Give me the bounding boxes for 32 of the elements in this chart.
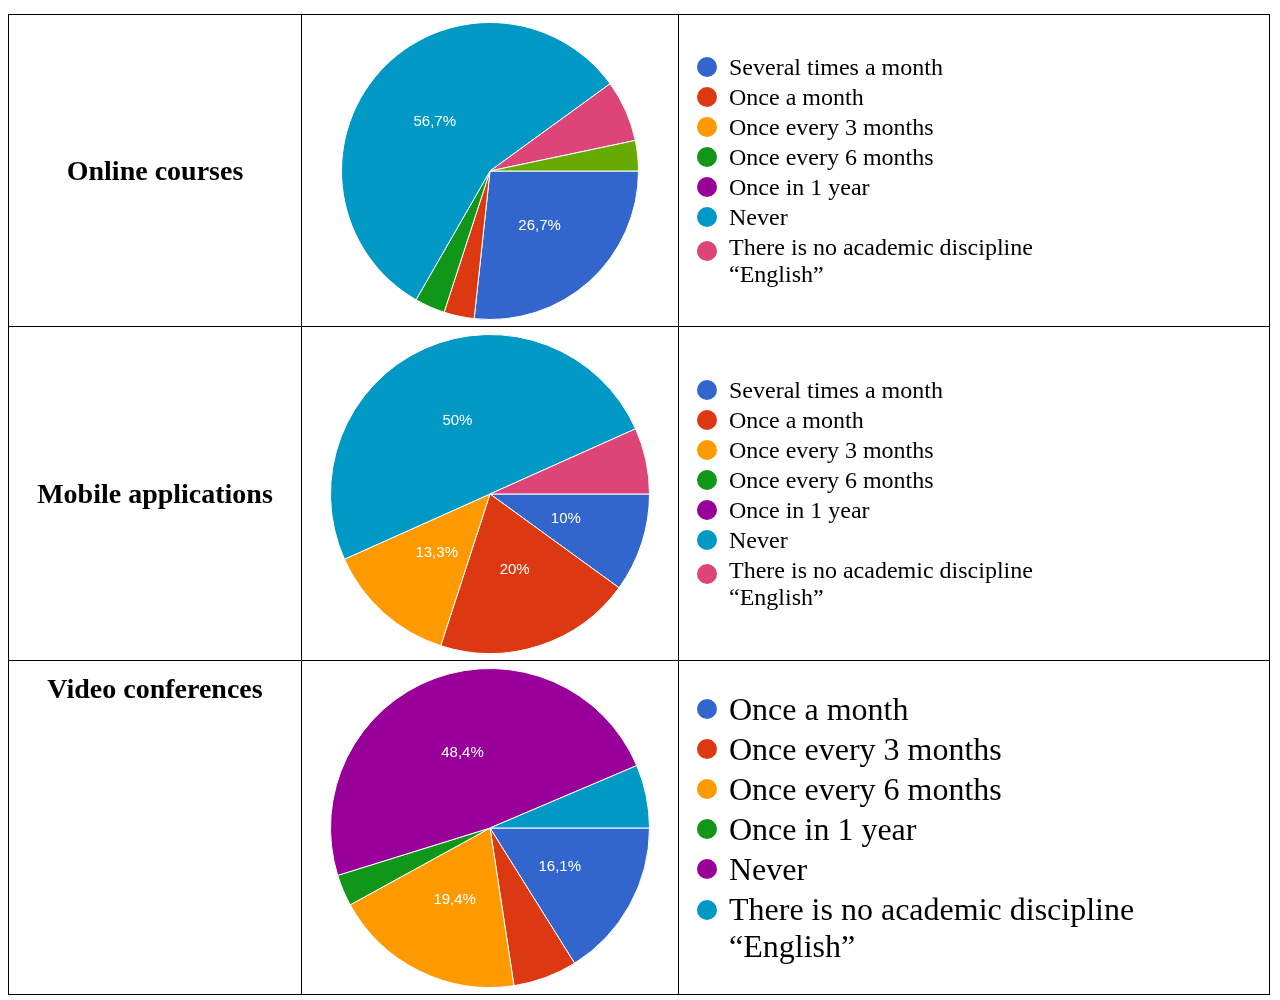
- data-label: 16,1%: [538, 856, 582, 874]
- legend-label: Once every 6 months: [729, 770, 1002, 808]
- legend-label: Once every 6 months: [729, 466, 934, 494]
- legend-label: Once in 1 year: [729, 810, 917, 848]
- legend-label: Once in 1 year: [729, 496, 870, 524]
- legend-label: Once in 1 year: [729, 173, 870, 201]
- data-label: 13,3%: [415, 542, 458, 560]
- legend-label: Once every 6 months: [729, 143, 934, 171]
- legend-label: There is no academic discipline “English”: [729, 890, 1136, 965]
- legend-label: Never: [729, 526, 788, 554]
- data-label: 19,4%: [433, 889, 476, 907]
- legend-label: Once a month: [729, 83, 864, 111]
- data-label: 20%: [499, 559, 530, 577]
- data-label: 56,7%: [413, 111, 457, 129]
- data-label: 48,4%: [441, 742, 484, 760]
- legend-label: Once every 3 months: [729, 730, 1002, 768]
- data-label: 10%: [550, 508, 581, 526]
- legend-label: Never: [729, 850, 808, 888]
- legend-label: Once a month: [729, 406, 864, 434]
- legend-label: Once every 3 months: [729, 113, 934, 141]
- data-label: 26,7%: [518, 215, 561, 233]
- text: Mobile applications: [8, 326, 302, 661]
- legend-label: Never: [729, 203, 788, 231]
- legend-label: Several times a month: [729, 376, 943, 404]
- legend-label: Once a month: [729, 690, 909, 728]
- legend-label: Once every 3 months: [729, 436, 934, 464]
- legend-label: There is no academic discipline “English”: [729, 233, 1034, 288]
- legend-label: Several times a month: [729, 53, 943, 81]
- data-label: 50%: [442, 410, 473, 428]
- legend-label: There is no academic discipline “English”: [729, 556, 1034, 611]
- text: Video conferences: [8, 660, 302, 995]
- text: Online courses: [8, 14, 302, 327]
